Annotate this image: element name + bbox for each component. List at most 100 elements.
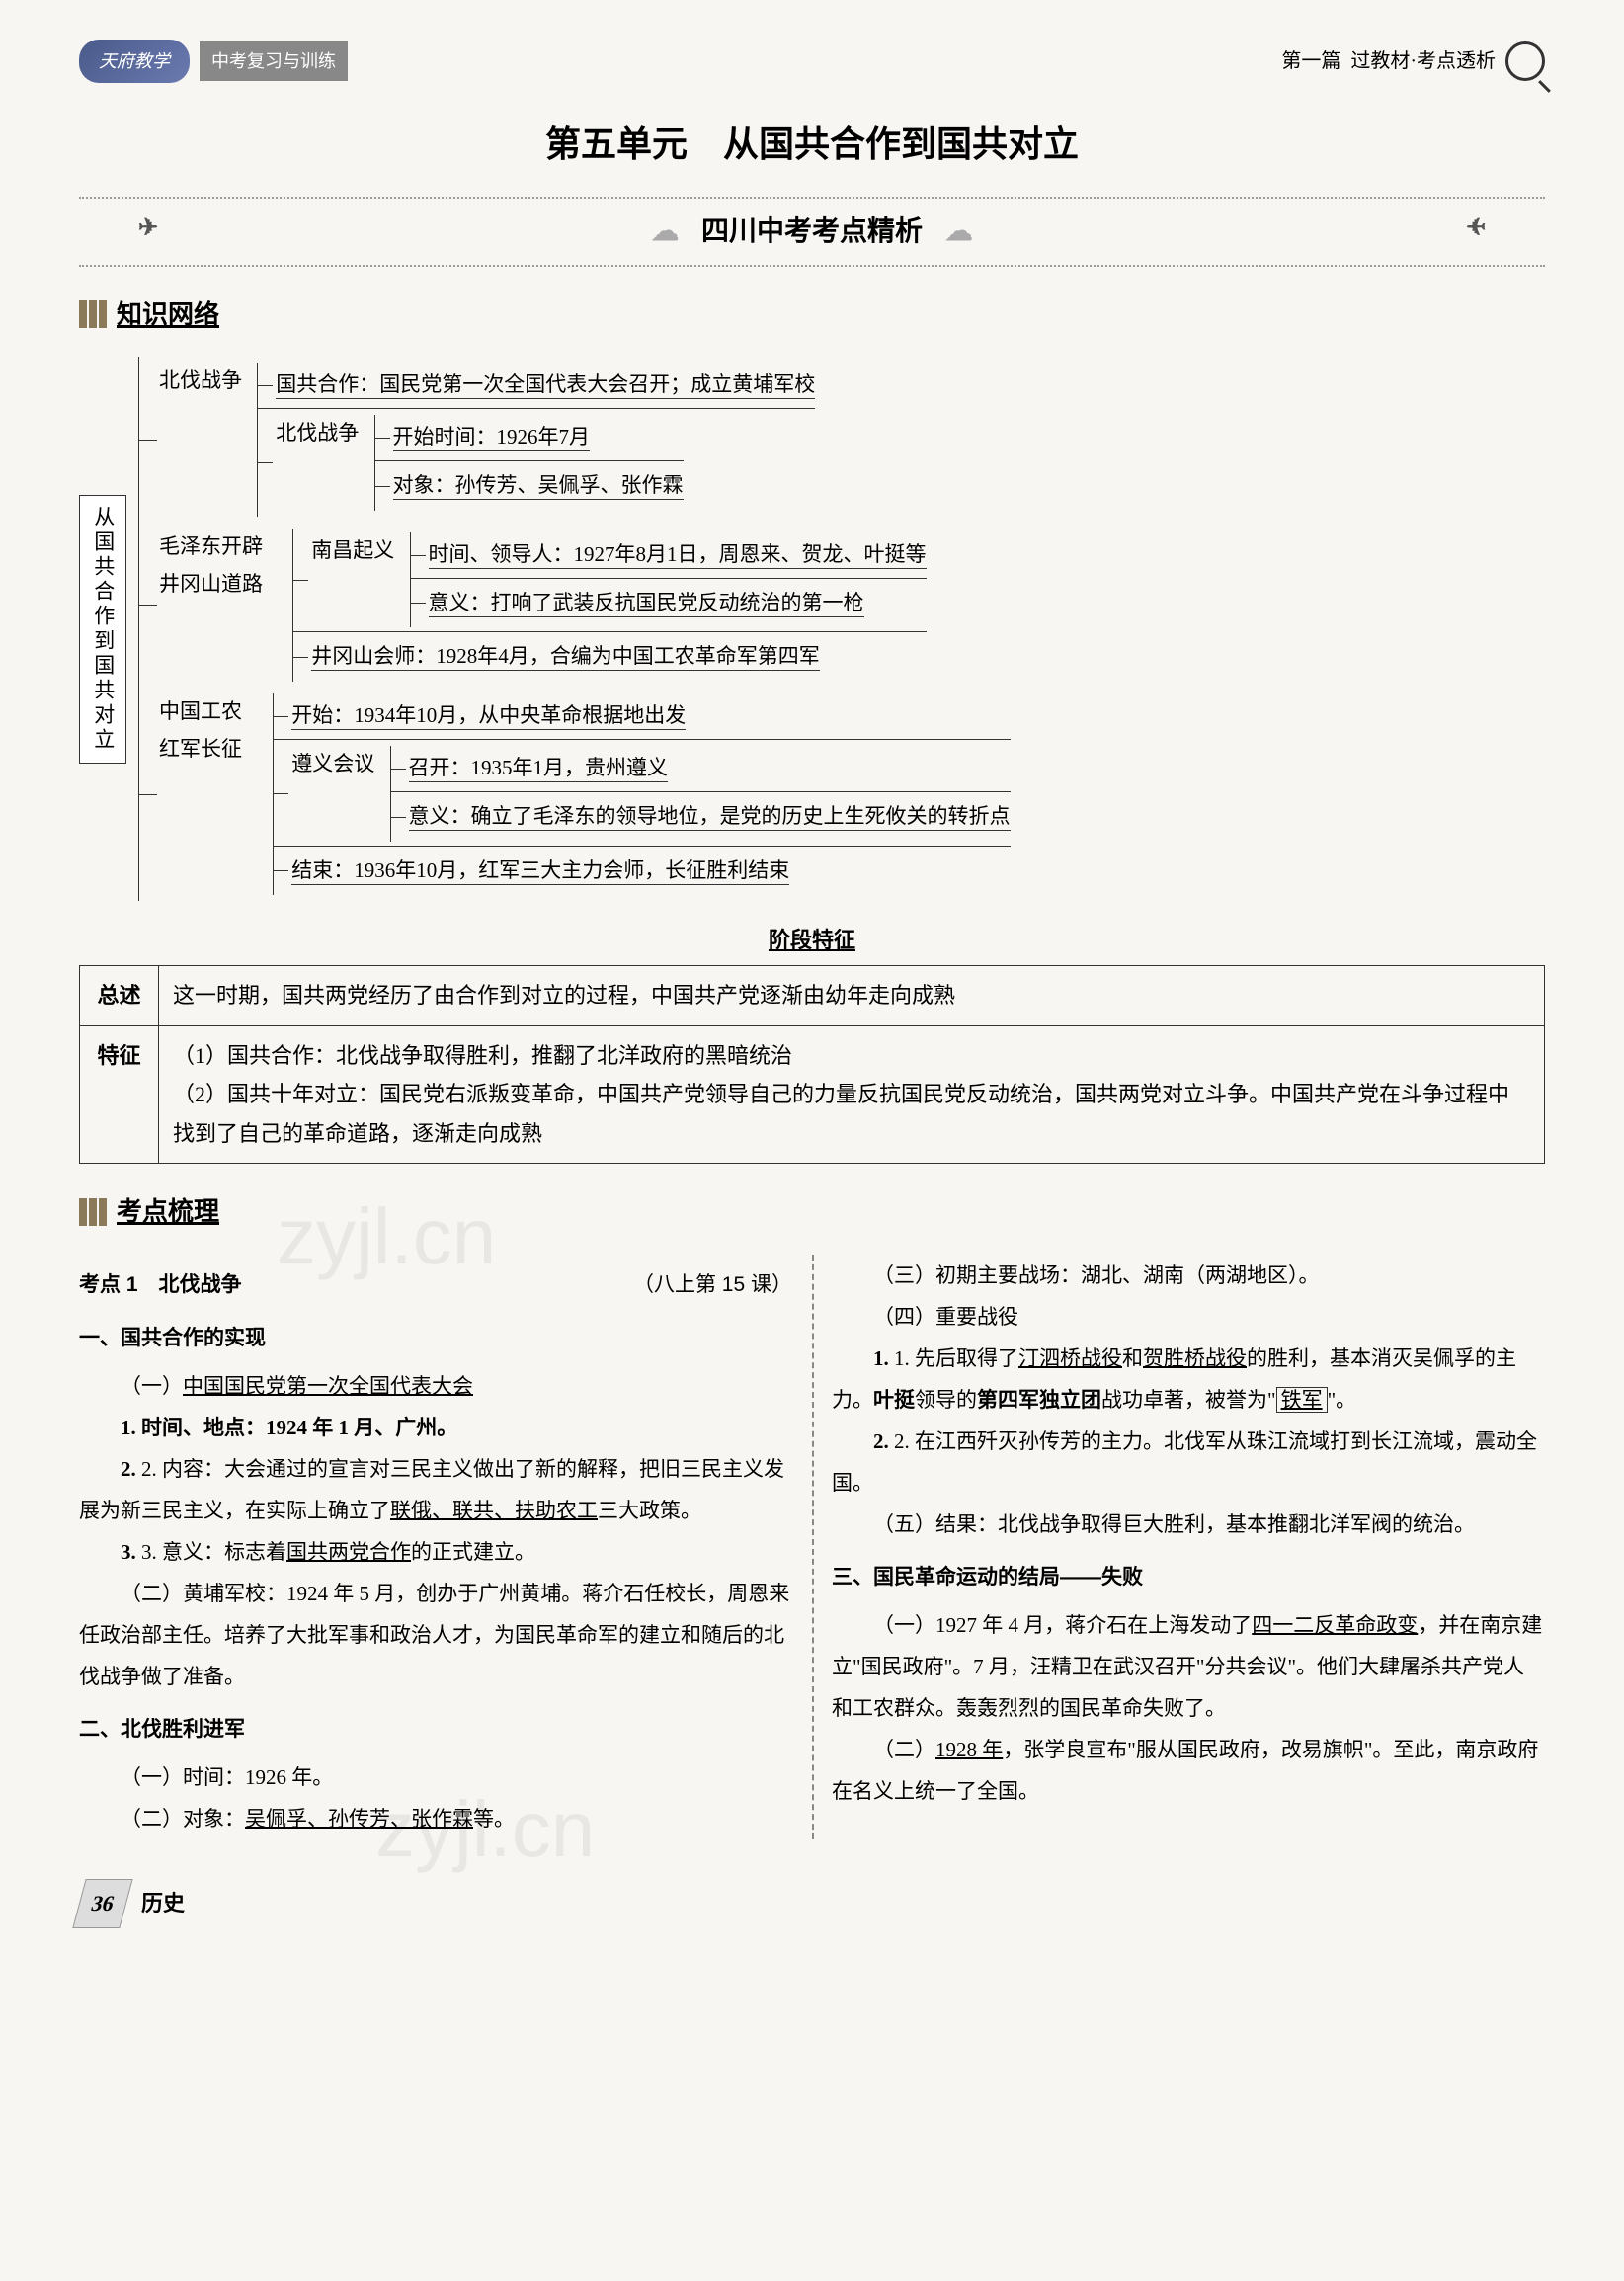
sub-heading: 一、国共合作的实现	[79, 1318, 792, 1359]
column-divider	[812, 1255, 814, 1839]
table-row: 总述 这一时期，国共两党经历了由合作到对立的过程，中国共产党逐渐由幼年走向成熟	[80, 965, 1545, 1025]
books-icon	[79, 300, 107, 328]
table-cell-label: 特征	[80, 1025, 159, 1164]
content-columns: 考点 1 北伐战争 （八上第 15 课） 一、国共合作的实现 （一）中国国民党第…	[79, 1255, 1545, 1839]
paragraph: （五）结果：北伐战争取得巨大胜利，基本推翻北洋军阀的统治。	[832, 1504, 1545, 1545]
paragraph: 1. 时间、地点：1924 年 1 月、广州。	[79, 1407, 792, 1448]
underlined-text: 贺胜桥战役	[1143, 1346, 1247, 1370]
tree-sublabel: 南昌起义	[311, 532, 394, 570]
paragraph: 2. 2. 在江西歼灭孙传芳的主力。北伐军从珠江流域打到长江流域，震动全国。	[832, 1421, 1545, 1504]
kaodian-heading: 考点 1 北伐战争 （八上第 15 课）	[79, 1264, 792, 1306]
text: （二）对象：	[121, 1807, 245, 1831]
paragraph: （一）中国国民党第一次全国代表大会	[79, 1365, 792, 1407]
paragraph: （一）1927 年 4 月，蒋介石在上海发动了四一二反革命政变，并在南京建立"国…	[832, 1604, 1545, 1729]
tree-leaf: 召开：1935年1月，贵州遵义	[409, 756, 669, 782]
table-row: 特征 （1）国共合作：北伐战争取得胜利，推翻了北洋政府的黑暗统治 （2）国共十年…	[80, 1025, 1545, 1164]
cloud-icon: ☁	[651, 206, 679, 256]
table-cell-content: 这一时期，国共两党经历了由合作到对立的过程，中国共产党逐渐由幼年走向成熟	[159, 965, 1545, 1025]
page-footer: 36 历史	[79, 1879, 1545, 1928]
page-subject: 历史	[141, 1884, 185, 1923]
text: 等。	[473, 1807, 515, 1831]
paragraph: 1. 1. 先后取得了汀泗桥战役和贺胜桥战役的胜利，基本消灭吴佩孚的主力。叶挺领…	[832, 1338, 1545, 1421]
left-column: 考点 1 北伐战争 （八上第 15 课） 一、国共合作的实现 （一）中国国民党第…	[79, 1255, 792, 1839]
bold-text: 第四军独立团	[977, 1388, 1101, 1412]
underlined-text: 国共两党合作	[286, 1540, 411, 1564]
section-banner: ☁ 四川中考考点精析 ☁	[79, 197, 1545, 266]
tree-leaf: 意义：打响了武装反抗国民党反动统治的第一枪	[429, 591, 864, 617]
text: （二）	[873, 1738, 935, 1761]
underlined-text: 联俄、联共、扶助农工	[390, 1499, 598, 1522]
knowledge-tree: 从国共合作到国共对立 北伐战争 国共合作：国民党第一次全国代表大会召开；成立黄埔…	[79, 357, 1545, 901]
page-header: 天府教学 中考复习与训练 第一篇 过教材·考点透析	[79, 40, 1545, 83]
tree-sublabel: 遵义会议	[291, 746, 374, 783]
tree-leaf: 井冈山会师：1928年4月，合编为中国工农革命军第四军	[311, 644, 820, 671]
tree-branch-label: 北伐战争	[159, 363, 242, 400]
tree-leaf: 对象：孙传芳、吴佩孚、张作霖	[393, 473, 684, 500]
magnifier-icon	[1505, 41, 1545, 81]
sub-heading: 二、北伐胜利进军	[79, 1709, 792, 1751]
kaodian-title-text: 考点 1 北伐战争	[79, 1273, 242, 1296]
underlined-text: 中国国民党第一次全国代表大会	[183, 1374, 473, 1398]
paragraph: 2. 2. 内容：大会通过的宣言对三民主义做出了新的解释，把旧三民主义发展为新三…	[79, 1448, 792, 1531]
text: 3. 意义：标志着	[141, 1540, 286, 1564]
tree-leaf: 开始时间：1926年7月	[393, 425, 591, 451]
text: 战功卓著，被誉为"	[1101, 1388, 1276, 1412]
right-column: （三）初期主要战场：湖北、湖南（两湖地区）。 （四）重要战役 1. 1. 先后取…	[832, 1255, 1545, 1839]
paragraph: （二）对象：吴佩孚、孙传芳、张作霖等。	[79, 1798, 792, 1839]
tree-branch-label: 中国工农红军长征	[159, 693, 258, 769]
table-cell-label: 总述	[80, 965, 159, 1025]
paragraph: （三）初期主要战场：湖北、湖南（两湖地区）。	[832, 1255, 1545, 1296]
text: 的正式建立。	[411, 1540, 535, 1564]
cloud-icon: ☁	[945, 206, 973, 256]
page-number: 36	[72, 1879, 132, 1928]
text: "。	[1328, 1388, 1357, 1412]
stage-table: 总述 这一时期，国共两党经历了由合作到对立的过程，中国共产党逐渐由幼年走向成熟 …	[79, 965, 1545, 1164]
kaodian-label: 考点梳理	[79, 1188, 1545, 1235]
text: 三大政策。	[598, 1499, 701, 1522]
section-label-text: 知识网络	[117, 291, 219, 338]
logo-badge: 天府教学	[79, 40, 190, 83]
tree-leaf: 国共合作：国民党第一次全国代表大会召开；成立黄埔军校	[276, 372, 815, 399]
underlined-text: 吴佩孚、孙传芳、张作霖	[245, 1807, 473, 1831]
text: 2. 在江西歼灭孙传芳的主力。北伐军从珠江流域打到长江流域，震动全国。	[832, 1429, 1537, 1495]
text: （一）1927 年 4 月，蒋介石在上海发动了	[873, 1613, 1252, 1637]
knowledge-network-label: 知识网络	[79, 291, 1545, 338]
text: 1. 先后取得了	[894, 1346, 1018, 1370]
boxed-text: 铁军	[1276, 1387, 1328, 1413]
stage-title: 阶段特征	[79, 921, 1545, 960]
books-icon	[79, 1198, 107, 1226]
sub-heading: 三、国民革命运动的结局——失败	[832, 1557, 1545, 1598]
header-section: 第一篇	[1281, 43, 1340, 79]
paragraph: （二）1928 年，张学良宣布"服从国民政府，改易旗帜"。至此，南京政府在名义上…	[832, 1729, 1545, 1812]
header-right: 第一篇 过教材·考点透析	[1281, 41, 1545, 81]
text: 1. 时间、地点：1924 年 1 月、广州。	[121, 1416, 457, 1439]
underlined-text: 1928 年	[935, 1738, 1003, 1761]
tree-leaf: 开始：1934年10月，从中央革命根据地出发	[291, 703, 686, 730]
underlined-text: 四一二反革命政变	[1252, 1613, 1418, 1637]
header-subtext: 过教材·考点透析	[1350, 43, 1496, 79]
section-label-text: 考点梳理	[117, 1188, 219, 1235]
paragraph: （四）重要战役	[832, 1296, 1545, 1338]
text: 2.	[873, 1429, 889, 1453]
table-cell-content: （1）国共合作：北伐战争取得胜利，推翻了北洋政府的黑暗统治 （2）国共十年对立：…	[159, 1025, 1545, 1164]
text: 2.	[121, 1457, 136, 1481]
paragraph: （一）时间：1926 年。	[79, 1756, 792, 1798]
unit-title: 第五单元 从国共合作到国共对立	[79, 113, 1545, 177]
header-left: 天府教学 中考复习与训练	[79, 40, 348, 83]
tree-branch-label: 毛泽东开辟井冈山道路	[159, 529, 278, 604]
bold-text: 叶挺	[873, 1388, 915, 1412]
kaodian-ref: （八上第 15 课）	[633, 1264, 792, 1306]
header-subtitle: 中考复习与训练	[200, 41, 348, 81]
tree-sublabel: 北伐战争	[276, 415, 359, 452]
text: 1.	[873, 1346, 889, 1370]
underlined-text: 汀泗桥战役	[1018, 1346, 1122, 1370]
text: 和	[1122, 1346, 1143, 1370]
tree-leaf: 时间、领导人：1927年8月1日，周恩来、贺龙、叶挺等	[429, 542, 927, 569]
text: 3.	[121, 1540, 136, 1564]
tree-root: 从国共合作到国共对立	[79, 495, 126, 764]
text: （一）	[121, 1374, 183, 1398]
tree-leaf: 意义：确立了毛泽东的领导地位，是党的历史上生死攸关的转折点	[409, 804, 1011, 831]
text: 领导的	[915, 1388, 977, 1412]
paragraph: （二）黄埔军校：1924 年 5 月，创办于广州黄埔。蒋介石任校长，周恩来任政治…	[79, 1573, 792, 1697]
paragraph: 3. 3. 意义：标志着国共两党合作的正式建立。	[79, 1531, 792, 1573]
